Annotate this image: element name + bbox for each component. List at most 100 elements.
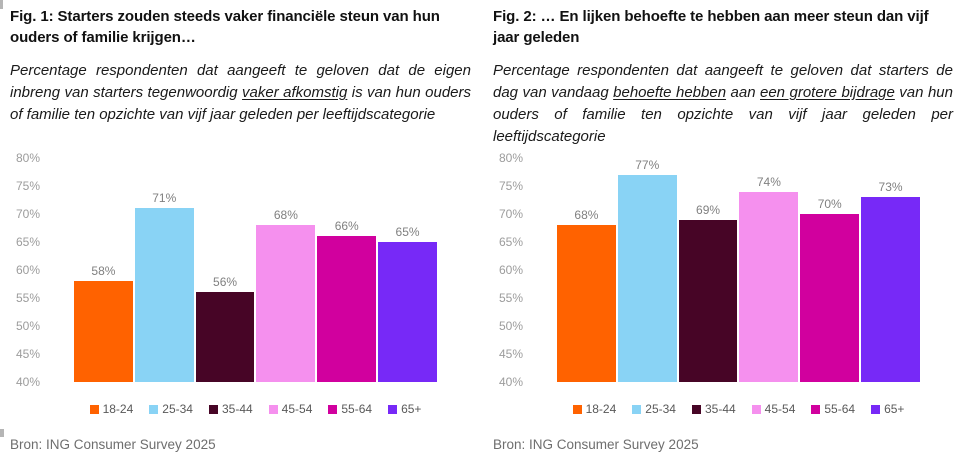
legend-label: 35-44: [704, 402, 736, 416]
subtitle-text: van hun ouders of familie ten opzichte v…: [493, 84, 953, 145]
legend-swatch-icon: [632, 404, 642, 414]
left-edge-artifact-bottom: [0, 429, 4, 437]
bar-value-label: 68%: [574, 208, 599, 223]
figure-2-title: Fig. 2: … En lijken behoefte te hebben a…: [493, 8, 929, 46]
y-axis-tick-label: 40%: [15, 375, 40, 389]
bar-value-label: 66%: [334, 219, 359, 234]
subtitle-underlined-phrase: een grotere bijdrage: [760, 84, 895, 101]
bar-25-34: [617, 175, 677, 382]
y-axis-tick-label: 45%: [15, 347, 40, 361]
bar-18-24: [557, 225, 616, 382]
legend-swatch-icon: [691, 404, 701, 414]
figure-1-source-note: Bron: ING Consumer Survey 2025: [10, 437, 216, 452]
legend-label: 65+: [401, 402, 422, 416]
bar-value-label: 56%: [213, 275, 238, 290]
bar-value-label: 58%: [91, 264, 116, 279]
legend-label: 18-24: [102, 402, 134, 416]
subtitle-text: aan: [726, 84, 760, 101]
bar-group-65+: 73%: [861, 158, 920, 382]
figure-2-subtitle: Percentage respondenten dat aangeeft te …: [493, 60, 953, 148]
legend-label: 55-64: [341, 402, 373, 416]
bar-group-45-54: 68%: [256, 158, 316, 382]
legend-label: 45-54: [764, 402, 796, 416]
figure-1-y-axis: 80% 75% 70% 65% 60% 55% 50% 45% 40%: [10, 151, 40, 389]
bar-group-25-34: 77%: [617, 158, 677, 382]
legend-swatch-icon: [149, 404, 159, 414]
y-axis-tick-label: 65%: [15, 235, 40, 249]
figure-1-legend: 18-24 25-34 35-44 45-54 55-64 65+: [74, 402, 437, 416]
legend-item-18-24: 18-24: [89, 402, 134, 416]
legend-swatch-icon: [208, 404, 218, 414]
y-axis-tick-label: 80%: [15, 151, 40, 165]
legend-item-25-34: 25-34: [632, 402, 676, 416]
left-edge-artifact-top: [0, 0, 3, 9]
bar-value-label: 65%: [395, 225, 420, 239]
y-axis-tick-label: 75%: [498, 179, 523, 193]
bar-55-64: [317, 236, 377, 382]
subtitle-text: is van hun ouders of familie ten opzicht…: [10, 84, 471, 123]
bar-group-65+: 65%: [378, 158, 437, 382]
bar-35-44: [195, 292, 255, 382]
legend-swatch-icon: [811, 404, 821, 414]
bar-group-35-44: 56%: [195, 158, 255, 382]
y-axis-tick-label: 75%: [15, 179, 40, 193]
figure-2-y-axis: 80% 75% 70% 65% 60% 55% 50% 45% 40%: [493, 151, 523, 389]
bar-group-18-24: 68%: [557, 158, 616, 382]
bar-group-55-64: 66%: [317, 158, 377, 382]
figure-1: Fig. 1: Starters zouden steeds vaker fin…: [0, 0, 481, 452]
legend-label: 18-24: [585, 402, 617, 416]
legend-item-65+: 65+: [871, 402, 904, 416]
legend-item-55-64: 55-64: [811, 402, 855, 416]
figure-2-chart: 80% 75% 70% 65% 60% 55% 50% 45% 40% 68% 77% 69% 74%…: [493, 151, 953, 389]
bar-group-18-24: 58%: [74, 158, 133, 382]
figure-1-chart: 80% 75% 70% 65% 60% 55% 50% 45% 40% 58% 71% 56% 68%…: [10, 151, 471, 389]
bar-value-label: 77%: [635, 158, 660, 172]
bar-value-label: 69%: [696, 202, 721, 217]
bar-45-54: [739, 191, 799, 382]
y-axis-tick-label: 50%: [498, 319, 523, 333]
legend-swatch-icon: [751, 404, 761, 414]
legend-item-55-64: 55-64: [328, 402, 372, 416]
bar-group-25-34: 71%: [134, 158, 194, 382]
bar-35-44: [678, 219, 738, 382]
legend-label: 25-34: [645, 402, 676, 416]
y-axis-tick-label: 45%: [498, 347, 523, 361]
figure-2-plot-area: 68% 77% 69% 74% 70% 73%: [557, 158, 920, 382]
bar-45-54: [256, 225, 316, 382]
legend-swatch-icon: [388, 404, 398, 414]
bar-group-45-54: 74%: [739, 158, 799, 382]
legend-item-65+: 65+: [388, 402, 421, 416]
y-axis-tick-label: 60%: [15, 263, 40, 277]
figure-2-legend: 18-24 25-34 35-44 45-54 55-64 65+: [557, 402, 920, 416]
bar-value-label: 68%: [273, 208, 298, 223]
y-axis-tick-label: 50%: [15, 319, 40, 333]
legend-item-45-54: 45-54: [751, 402, 796, 416]
y-axis-tick-label: 70%: [498, 207, 523, 221]
bar-value-label: 70%: [817, 197, 842, 211]
legend-label: 55-64: [824, 402, 856, 416]
bar-value-label: 71%: [152, 191, 177, 206]
figure-1-title: Fig. 1: Starters zouden steeds vaker fin…: [10, 8, 440, 46]
legend-label: 65+: [884, 402, 905, 416]
bar-group-35-44: 69%: [678, 158, 738, 382]
y-axis-tick-label: 70%: [15, 207, 40, 221]
figure-1-subtitle: Percentage respondenten dat aangeeft te …: [10, 60, 471, 148]
bar-value-label: 73%: [878, 180, 903, 195]
y-axis-tick-label: 80%: [498, 151, 523, 165]
legend-swatch-icon: [572, 404, 582, 414]
bar-65+: [861, 197, 920, 382]
y-axis-tick-label: 55%: [15, 291, 40, 305]
bar-value-label: 74%: [756, 174, 781, 189]
y-axis-tick-label: 65%: [498, 235, 523, 249]
bar-group-55-64: 70%: [800, 158, 860, 382]
y-axis-tick-label: 55%: [498, 291, 523, 305]
subtitle-underlined-phrase: vaker afkomstig: [242, 84, 348, 101]
legend-label: 25-34: [162, 402, 193, 416]
subtitle-text: Percentage respondenten dat aangeeft te …: [493, 62, 953, 101]
subtitle-text: Percentage respondenten dat aangeeft te …: [10, 62, 471, 101]
legend-label: 35-44: [221, 402, 253, 416]
bar-55-64: [800, 214, 860, 382]
bar-65+: [378, 242, 437, 382]
bar-25-34: [134, 208, 194, 382]
